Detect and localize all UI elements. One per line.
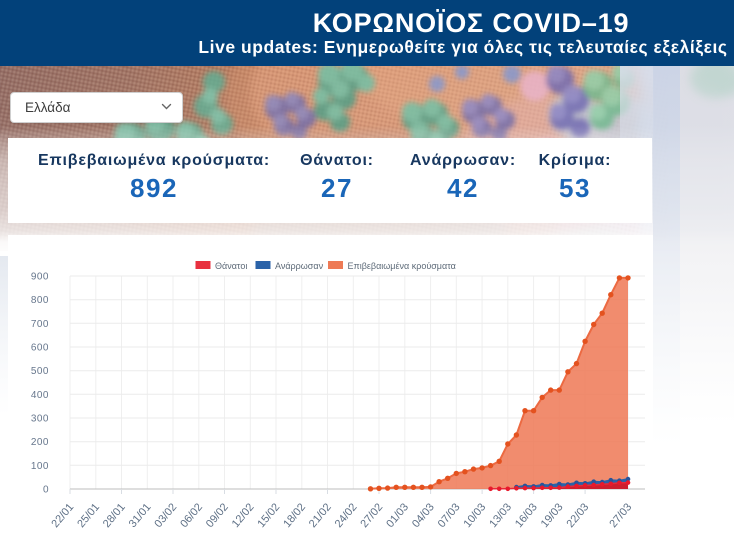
- svg-text:27/03: 27/03: [607, 501, 634, 530]
- svg-text:0: 0: [43, 485, 49, 496]
- svg-text:15/02: 15/02: [255, 501, 282, 530]
- svg-text:03/02: 03/02: [152, 501, 179, 530]
- svg-text:100: 100: [31, 461, 49, 472]
- svg-text:13/03: 13/03: [487, 501, 514, 530]
- svg-text:31/01: 31/01: [127, 501, 154, 530]
- svg-text:25/01: 25/01: [75, 501, 102, 530]
- svg-text:27/02: 27/02: [358, 501, 385, 530]
- svg-text:16/03: 16/03: [513, 501, 540, 530]
- svg-text:600: 600: [31, 343, 49, 354]
- svg-text:Επιβεβαιωμένα κρούσματα: Επιβεβαιωμένα κρούσματα: [348, 261, 456, 271]
- svg-text:28/01: 28/01: [101, 501, 128, 530]
- svg-text:Ανάρρωσαν: Ανάρρωσαν: [275, 261, 324, 271]
- svg-text:300: 300: [31, 414, 49, 425]
- svg-text:Θάνατοι: Θάνατοι: [215, 261, 247, 271]
- svg-text:18/02: 18/02: [281, 501, 308, 530]
- svg-text:400: 400: [31, 390, 49, 401]
- svg-text:800: 800: [31, 295, 49, 306]
- svg-text:22/03: 22/03: [565, 501, 592, 530]
- svg-text:01/03: 01/03: [384, 501, 411, 530]
- svg-text:900: 900: [31, 272, 49, 283]
- svg-text:21/02: 21/02: [307, 501, 334, 530]
- svg-text:04/03: 04/03: [410, 501, 437, 530]
- svg-text:19/03: 19/03: [539, 501, 566, 530]
- svg-text:10/03: 10/03: [462, 501, 489, 530]
- svg-text:24/02: 24/02: [333, 501, 360, 530]
- svg-text:22/01: 22/01: [49, 501, 76, 530]
- svg-text:500: 500: [31, 366, 49, 377]
- svg-text:700: 700: [31, 319, 49, 330]
- svg-text:200: 200: [31, 437, 49, 448]
- svg-text:09/02: 09/02: [204, 501, 231, 530]
- svg-text:07/03: 07/03: [436, 501, 463, 530]
- svg-text:06/02: 06/02: [178, 501, 205, 530]
- svg-text:12/02: 12/02: [230, 501, 257, 530]
